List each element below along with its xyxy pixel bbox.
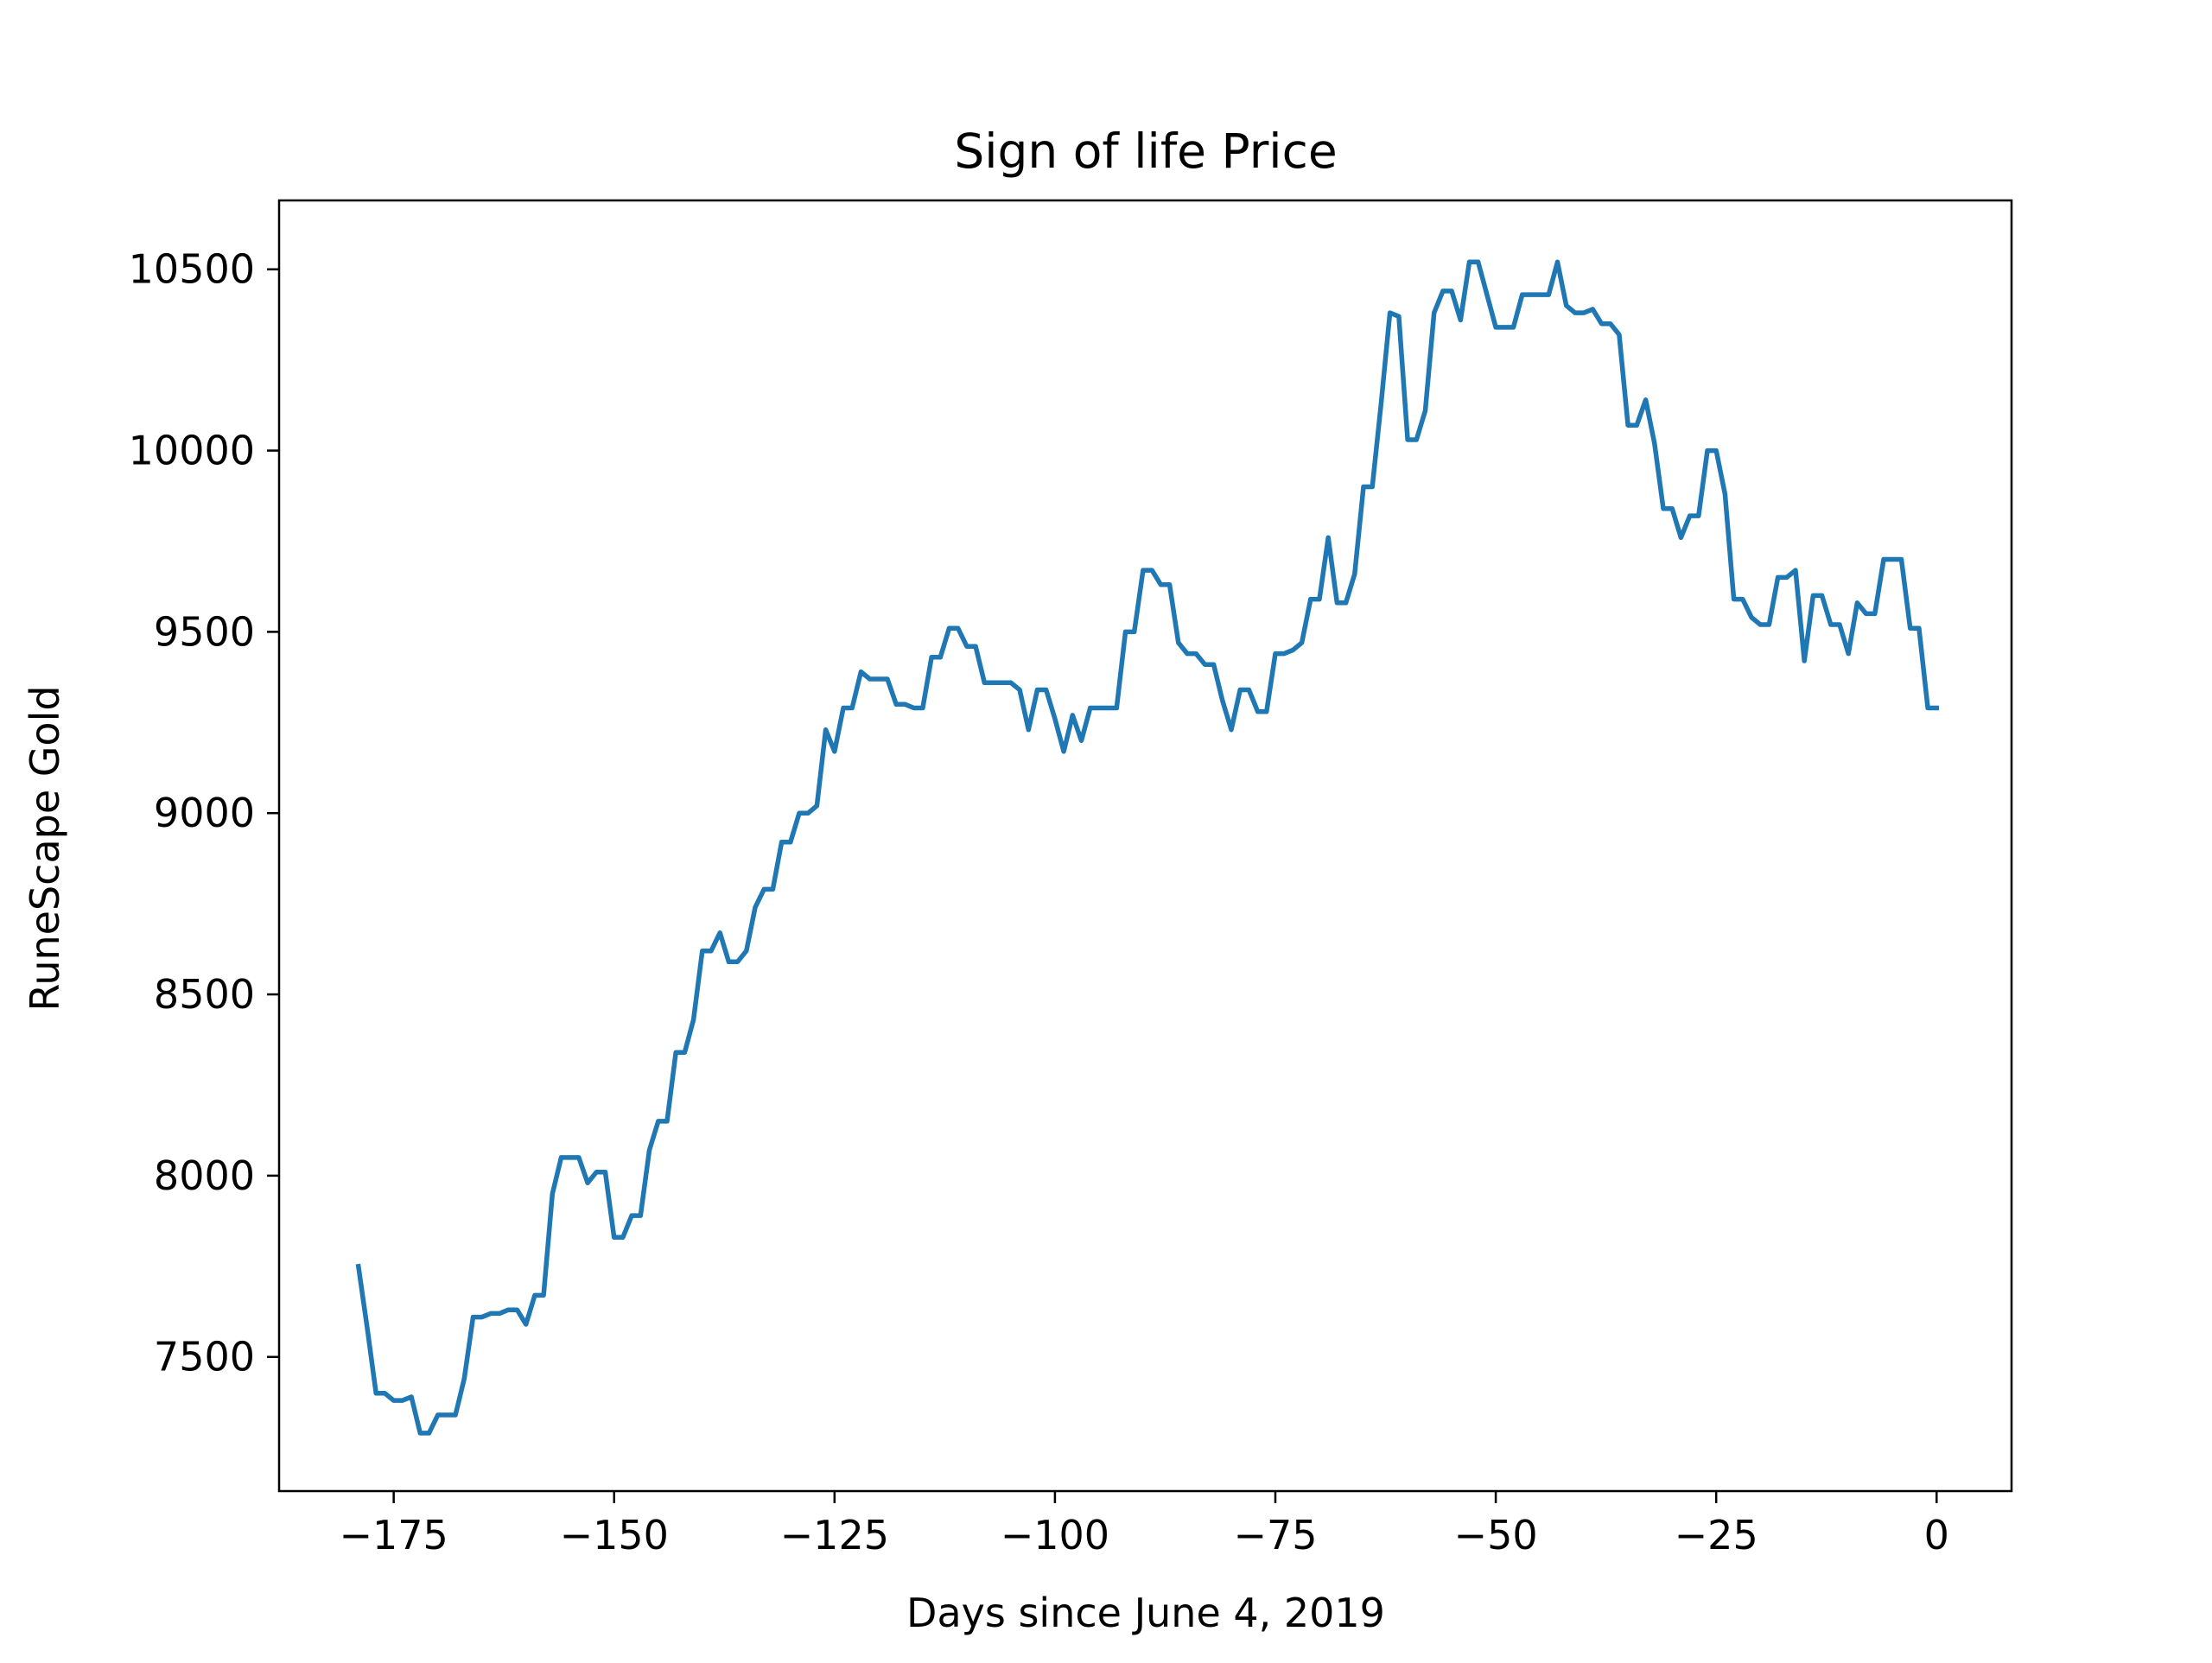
y-tick-label: 10000 <box>129 428 255 474</box>
price-line <box>355 259 1940 1436</box>
y-tick-label: 8500 <box>154 971 255 1018</box>
series-layer <box>355 259 1940 1436</box>
x-tick-label: −25 <box>1675 1512 1758 1558</box>
x-tick-label: −50 <box>1454 1512 1538 1558</box>
x-axis-label: Days since June 4, 2019 <box>906 1590 1385 1636</box>
x-tick-label: −150 <box>560 1512 669 1558</box>
axis-ticks: −175 −150 −125 −100 −75 −50 −25 0 7500 8000 8500 90… <box>129 246 1949 1558</box>
x-tick-label: −100 <box>1001 1512 1109 1558</box>
y-tick-label: 9000 <box>154 790 255 836</box>
y-tick-label: 9500 <box>154 608 255 655</box>
y-axis-label: RuneScape Gold <box>22 685 68 1011</box>
plot-frame <box>277 199 2013 1493</box>
x-tick-label: −175 <box>339 1512 448 1558</box>
x-tick-label: 0 <box>1924 1512 1949 1558</box>
x-tick-label: −125 <box>780 1512 889 1558</box>
y-tick-label: 10500 <box>129 246 255 293</box>
y-tick-label: 7500 <box>154 1334 255 1381</box>
chart-title: Sign of life Price <box>954 124 1337 179</box>
x-tick-label: −75 <box>1233 1512 1317 1558</box>
y-tick-label: 8000 <box>154 1152 255 1199</box>
